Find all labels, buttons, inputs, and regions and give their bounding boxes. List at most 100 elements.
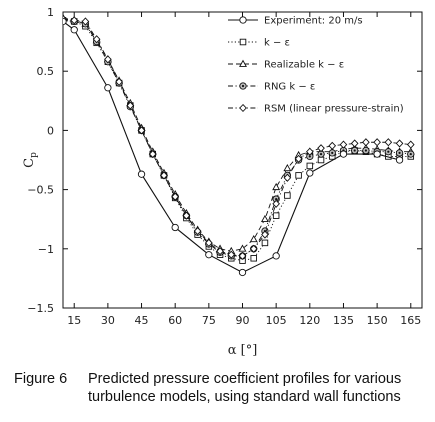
data-point [395,139,404,148]
data-point [305,147,314,156]
series-5 [63,15,415,260]
data-point [261,230,269,239]
data-point [205,251,213,259]
series-2 [63,17,415,264]
series-3 [63,13,415,255]
data-point [261,239,269,247]
data-point [395,156,404,164]
data-point [171,192,180,201]
x-tick-label: 45 [135,314,149,327]
data-point [227,250,236,259]
x-tick-label: 15 [67,314,81,327]
x-tick-label: 30 [101,314,115,327]
data-point [238,268,247,277]
data-point [193,226,202,236]
data-point [272,252,280,260]
data-point [182,211,191,220]
legend-item: RNG k − ε [228,82,315,93]
data-point [216,247,224,256]
legend-marker [239,16,247,24]
data-point [171,223,179,232]
caption-line-1: Predicted pressure coefficient profiles … [88,371,402,387]
data-point [306,169,314,177]
y-tick-label: 0 [47,124,54,137]
x-tick-label: 60 [168,314,182,327]
data-point [81,17,90,26]
series-line [63,19,411,262]
x-axis-label: α [°] [228,343,258,358]
data-point [283,163,292,172]
data-point [272,199,280,208]
x-tick-label: 75 [202,314,216,327]
data-point [249,234,258,243]
data-point [373,138,381,147]
series-line [63,21,400,274]
data-point [104,84,112,92]
figure-number: Figure 6 [14,371,68,387]
data-point [126,101,135,110]
series-line [63,18,411,257]
legend-marker [239,38,247,46]
series-line [63,17,411,252]
legend-label: Experiment: 20 m/s [264,16,363,27]
data-point [238,251,247,260]
data-point [317,144,325,153]
data-point [362,138,370,147]
data-point [238,244,247,252]
data-point [70,16,79,25]
data-point [317,156,325,164]
series-line [63,19,411,257]
data-point [339,140,348,149]
data-point [384,138,393,147]
data-point [295,172,302,179]
legend-marker [239,103,247,113]
pressure-coefficient-chart: 15 30 45 60 75 90 105 120 135 150 165 −1.5 −1 −0.5 0 0.… [22,6,423,358]
data-point [373,150,381,158]
series-4 [63,16,415,260]
x-tick-label: 135 [333,314,354,327]
data-point [250,255,257,262]
x-tick-label: 120 [299,314,320,327]
y-tick-label: 1 [47,6,54,19]
data-point [205,238,213,247]
data-point [70,26,78,34]
x-tick-label: 165 [400,314,421,327]
y-axis-label: Cp [22,152,39,168]
legend-item: Experiment: 20 m/s [228,16,363,27]
legend-item: RSM (linear pressure-strain) [228,104,404,115]
x-tick-label: 150 [367,314,388,327]
data-point [92,35,101,44]
legend-label: RSM (linear pressure-strain) [264,104,404,115]
legend-item: k − ε [228,38,290,49]
legend-marker [239,59,247,67]
data-point [249,244,258,253]
figure-caption: Figure 6 Predicted pressure coefficient … [14,370,429,406]
data-point [148,150,157,159]
data-point [63,17,67,26]
data-point [160,171,168,180]
data-point [406,140,415,149]
caption-line-2: turbulence models, using standard wall f… [88,389,401,405]
legend-label: k − ε [264,38,290,49]
legend: Experiment: 20 m/s k − ε Realizable k − ε R… [228,16,404,115]
data-point [272,212,280,219]
data-point [260,214,269,223]
ticks-layer: 15 30 45 60 75 90 105 120 135 150 165 −1.5 −1 −0.5 0 0.… [27,6,422,327]
series-1 [63,17,404,277]
data-point [350,139,359,148]
y-tick-label: 0.5 [37,65,55,78]
series-layer [63,13,415,277]
x-tick-label: 105 [266,314,287,327]
data-point [272,182,281,191]
legend-item: Realizable k − ε [228,60,344,71]
data-point [137,170,146,178]
legend-label: RNG k − ε [264,82,315,93]
data-point [115,77,123,86]
y-tick-label: −0.5 [27,184,54,197]
data-point [137,126,146,135]
data-point [284,192,291,199]
x-tick-label: 90 [236,314,250,327]
legend-label: Realizable k − ε [264,60,344,71]
y-tick-label: −1 [38,243,54,256]
data-point [104,55,112,64]
